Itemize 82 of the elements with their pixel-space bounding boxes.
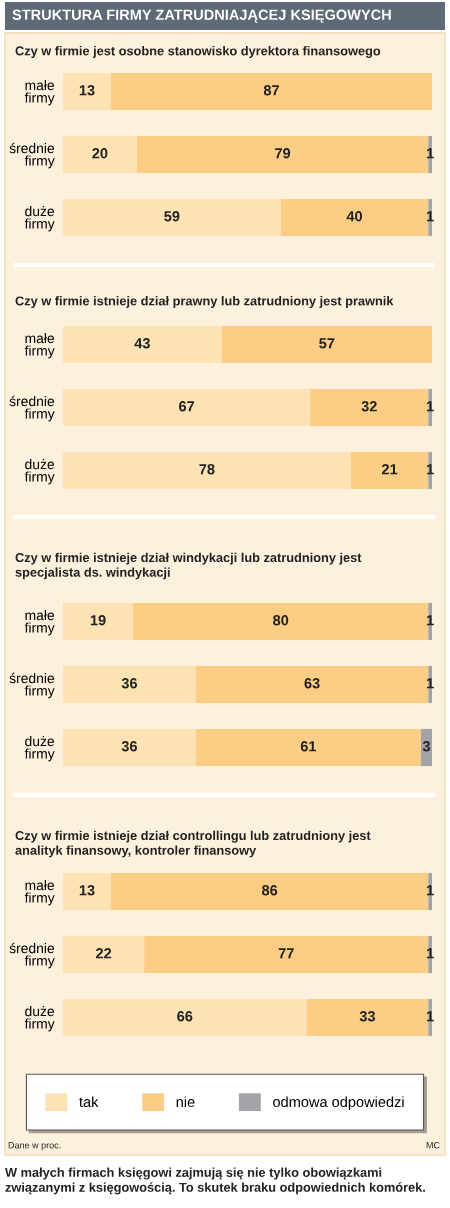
- bar: [221, 325, 432, 364]
- bar: [195, 665, 429, 704]
- data-label: 33: [359, 1011, 376, 1022]
- data-label: 66: [177, 1011, 193, 1022]
- data-label: 36: [121, 678, 137, 689]
- bar: [306, 998, 429, 1037]
- bar: [63, 728, 196, 767]
- bar: [110, 72, 432, 111]
- data-label: 19: [90, 615, 106, 626]
- chart-title: Czy w firmie istnieje dział controllingu lub zatrudniony jest analityk finansowy, kontroler finansowy: [15, 830, 371, 858]
- data-label: 86: [261, 885, 278, 896]
- data-label: 13: [79, 85, 95, 96]
- data-label: 13: [79, 885, 95, 896]
- data-label: 1: [427, 885, 434, 896]
- bar: [63, 872, 111, 911]
- bar: [136, 135, 429, 174]
- bar: [350, 451, 429, 490]
- data-label: 40: [346, 211, 363, 222]
- data-label: 1: [427, 148, 434, 159]
- bar: [63, 451, 351, 490]
- bar: [63, 998, 307, 1037]
- y-tick-label: małe firmy: [24, 79, 55, 106]
- bar: [280, 198, 429, 237]
- data-label: 79: [275, 148, 291, 159]
- bar: [63, 325, 222, 364]
- data-label: 3: [422, 741, 430, 752]
- bar: [63, 198, 281, 237]
- bar: [63, 388, 311, 427]
- chart-subtitle: Czy w firmie jest osobne stanowisko dyrektora finansowego: [15, 46, 381, 58]
- chart-title: STRUKTURA FIRMY ZATRUDNIAJĄCEJ KSIĘGOWYCH: [12, 9, 391, 23]
- data-label: 1: [427, 211, 434, 222]
- text: MC: [426, 1142, 440, 1149]
- y-tick-label: duże firmy: [24, 1005, 55, 1032]
- data-label: 57: [319, 338, 335, 349]
- legend-label: nie: [176, 1096, 195, 1108]
- chart-title: Czy w firmie istnieje dział prawny lub zatrudniony jest prawnik: [15, 296, 394, 308]
- bar: [144, 935, 429, 974]
- y-tick-label: małe firmy: [24, 332, 55, 359]
- data-label: 32: [361, 401, 377, 412]
- y-tick-label: średnie firmy: [9, 395, 55, 422]
- bar: [63, 602, 134, 641]
- bar: [63, 935, 145, 974]
- y-tick-label: duże firmy: [24, 205, 55, 232]
- bar: [133, 602, 429, 641]
- bar: [63, 665, 196, 704]
- data-label: 59: [164, 211, 180, 222]
- y-tick-label: średnie firmy: [9, 672, 55, 699]
- data-label: 1: [427, 464, 434, 475]
- y-tick-label: średnie firmy: [9, 142, 55, 169]
- data-label: 80: [273, 615, 289, 626]
- data-label: 63: [304, 678, 320, 689]
- bar: [420, 728, 432, 767]
- data-label: 1: [427, 615, 434, 626]
- text: W małych firmach księgowi zajmują się nie tylko obowiązkami związanymi z księgowością. To skutek braku odpowiednich komórek.: [5, 1167, 425, 1195]
- y-tick-label: średnie firmy: [9, 942, 55, 969]
- data-label: 67: [179, 401, 195, 412]
- data-label: 1: [427, 1011, 434, 1022]
- y-tick-label: małe firmy: [24, 879, 55, 906]
- text: Dane w proc.: [8, 1142, 61, 1151]
- data-label: 22: [95, 948, 112, 959]
- y-tick-label: duże firmy: [24, 458, 55, 485]
- bar: [310, 388, 429, 427]
- data-label: 43: [134, 338, 150, 349]
- data-label: 21: [381, 464, 398, 475]
- data-label: 61: [300, 741, 317, 752]
- bar: [63, 72, 111, 111]
- data-label: 1: [427, 948, 434, 959]
- legend-label: odmowa odpowiedzi: [273, 1096, 404, 1110]
- bar: [63, 135, 137, 174]
- data-label: 87: [263, 85, 279, 96]
- data-label: 36: [121, 741, 137, 752]
- y-tick-label: małe firmy: [24, 609, 55, 636]
- chart-title: Czy w firmie istnieje dział windykacji lub zatrudniony jest specjalista ds. windykacji: [15, 552, 362, 580]
- legend-label: tak: [79, 1096, 99, 1108]
- data-label: 1: [427, 678, 434, 689]
- data-label: 78: [199, 464, 215, 475]
- data-label: 20: [92, 148, 108, 159]
- data-label: 1: [427, 401, 434, 412]
- bar: [195, 728, 421, 767]
- bar: [110, 872, 429, 911]
- y-tick-label: duże firmy: [24, 735, 55, 762]
- data-label: 77: [278, 948, 294, 959]
